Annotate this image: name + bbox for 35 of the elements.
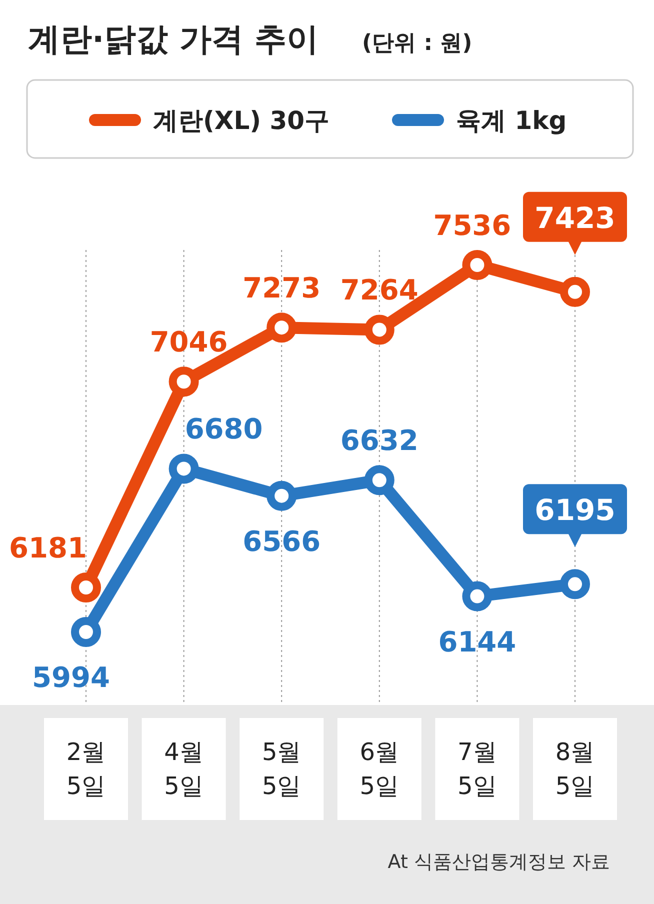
point — [560, 276, 590, 307]
point — [266, 480, 297, 511]
x-tick-label: 4월 5일 — [164, 738, 204, 800]
data-label: 6195 — [534, 493, 616, 528]
point — [71, 572, 101, 602]
data-label: 7264 — [340, 274, 418, 307]
point — [462, 581, 492, 612]
x-tick-label: 5월 5일 — [262, 738, 302, 800]
legend-label: 계란(XL) 30구 — [153, 106, 330, 135]
data-label: 5994 — [32, 661, 110, 694]
data-label: 6144 — [438, 625, 516, 658]
x-tick-label: 7월 5일 — [458, 738, 497, 800]
x-tick-label: 2월 5일 — [66, 738, 106, 800]
point — [364, 465, 394, 496]
point — [462, 250, 492, 280]
text: At 식품산업통계정보 자료 — [388, 851, 610, 873]
data-label: 7273 — [242, 272, 321, 305]
data-label: 6680 — [184, 412, 263, 446]
point — [168, 366, 199, 397]
data-label: 7536 — [433, 209, 512, 242]
point — [266, 312, 297, 343]
point — [560, 569, 590, 600]
x-tick-label: 6월 5일 — [360, 738, 400, 800]
chart-title: 계란·닭값 가격 추이 — [28, 20, 318, 58]
point — [364, 314, 394, 345]
data-label: 6181 — [9, 531, 87, 564]
x-tick-label: 8월 5일 — [555, 738, 595, 800]
point — [71, 617, 101, 647]
data-label: 7423 — [534, 200, 616, 235]
legend-label: 육계 1kg — [456, 106, 567, 135]
data-label: 7046 — [150, 326, 228, 359]
data-label: 6632 — [340, 424, 418, 458]
point — [168, 454, 199, 484]
data-label: 6566 — [242, 524, 321, 558]
chart-subtitle: (단위 : 원) — [362, 31, 472, 56]
